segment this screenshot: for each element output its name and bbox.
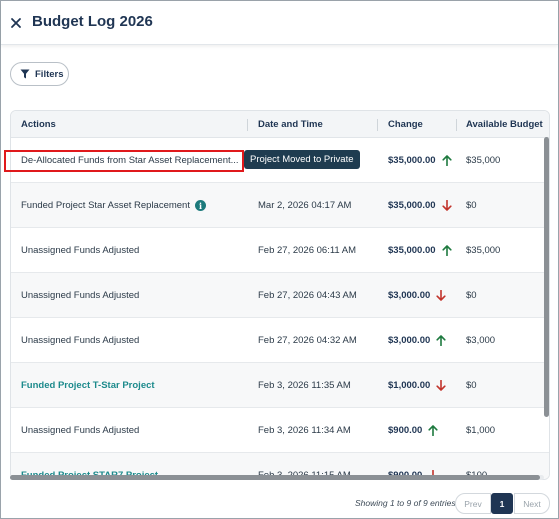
date-cell: Feb 3, 2026 11:35 AM xyxy=(258,380,351,391)
date-cell: Feb 27, 2026 06:11 AM xyxy=(258,245,357,256)
date-cell: Feb 27, 2026 04:32 AM xyxy=(258,335,357,346)
date-cell: Feb 3, 2026 11:15 AM xyxy=(258,453,351,479)
table-header: Actions Date and Time Change Available B… xyxy=(11,111,549,138)
change-cell: $3,000.00 xyxy=(388,318,446,363)
change-amount: $900.00 xyxy=(388,470,422,479)
change-amount: $3,000.00 xyxy=(388,335,431,346)
action-text: Funded Project T-Star Project xyxy=(21,380,155,391)
action-cell: Unassigned Funds Adjusted xyxy=(21,228,139,273)
available-budget-cell: $35,000 xyxy=(466,155,501,166)
available-budget-cell: $0 xyxy=(466,380,477,391)
date-cell: Feb 3, 2026 11:34 AM xyxy=(258,425,351,436)
date-cell: Feb 27, 2026 04:43 AM xyxy=(258,290,357,301)
table-row[interactable]: Unassigned Funds Adjusted Feb 27, 2026 0… xyxy=(11,318,549,363)
next-page-button[interactable]: Next xyxy=(514,493,550,514)
available-budget-cell: $0 xyxy=(466,200,477,211)
arrow-down-icon xyxy=(436,290,446,301)
table-row[interactable]: Funded Project STAR7 Project Feb 3, 2026… xyxy=(11,453,549,479)
action-cell[interactable]: Funded Project T-Star Project xyxy=(21,363,155,408)
table-row[interactable]: Unassigned Funds Adjusted Feb 3, 2026 11… xyxy=(11,408,549,453)
column-divider xyxy=(377,119,378,131)
column-divider xyxy=(456,119,457,131)
arrow-up-icon xyxy=(428,425,438,436)
filters-button[interactable]: Filters xyxy=(10,62,69,86)
arrow-up-icon xyxy=(441,155,452,166)
action-cell: Unassigned Funds Adjusted xyxy=(21,318,139,363)
arrow-up-icon xyxy=(436,335,446,346)
change-amount: $900.00 xyxy=(388,425,423,436)
entries-info: Showing 1 to 9 of 9 entries xyxy=(355,498,456,508)
action-cell: Funded Project Star Asset Replacement i xyxy=(21,183,206,228)
table-row[interactable]: Unassigned Funds Adjusted Feb 27, 2026 0… xyxy=(11,273,549,318)
change-amount: $35,000.00 xyxy=(388,245,436,256)
change-amount: $3,000.00 xyxy=(388,290,431,301)
column-header-date[interactable]: Date and Time xyxy=(258,119,323,130)
column-header-change[interactable]: Change xyxy=(388,119,423,130)
action-text: Unassigned Funds Adjusted xyxy=(21,335,140,346)
change-cell: $35,000.00 xyxy=(388,138,452,183)
filters-label: Filters xyxy=(35,68,64,80)
table-row[interactable]: Unassigned Funds Adjusted Feb 27, 2026 0… xyxy=(11,228,549,273)
change-cell: $35,000.00 xyxy=(388,228,452,273)
available-budget-cell: $35,000 xyxy=(466,245,501,256)
highlight-box xyxy=(4,150,244,172)
tooltip: Project Moved to Private xyxy=(244,150,360,169)
table-row[interactable]: Funded Project Star Asset Replacement i M… xyxy=(11,183,549,228)
action-cell[interactable]: Funded Project STAR7 Project xyxy=(21,453,158,479)
action-text: De-Allocated Funds from Star Asset Repla… xyxy=(21,155,239,166)
info-icon[interactable]: i xyxy=(194,200,206,211)
arrow-up-icon xyxy=(441,245,452,256)
change-cell: $1,000.00 xyxy=(388,363,446,408)
page-1-button[interactable]: 1 xyxy=(491,493,513,514)
date-cell: Mar 2, 2026 04:17 AM xyxy=(258,200,352,211)
available-budget-cell: $1,000 xyxy=(466,425,496,436)
change-cell: $35,000.00 xyxy=(388,183,452,228)
close-icon[interactable] xyxy=(10,16,22,28)
available-budget-cell: $3,000 xyxy=(466,335,496,346)
budget-log-table: Actions Date and Time Change Available B… xyxy=(10,110,550,480)
change-amount: $1,000.00 xyxy=(388,380,431,391)
column-header-actions[interactable]: Actions xyxy=(21,119,56,130)
action-cell: Unassigned Funds Adjusted xyxy=(21,273,139,318)
dialog-header: Budget Log 2026 xyxy=(1,1,558,45)
arrow-down-icon xyxy=(441,200,452,211)
change-amount: $35,000.00 xyxy=(388,200,436,211)
action-text: Unassigned Funds Adjusted xyxy=(21,290,140,301)
column-header-available-budget[interactable]: Available Budget xyxy=(466,119,543,130)
arrow-down-icon xyxy=(436,380,446,391)
change-amount: $35,000.00 xyxy=(388,155,436,166)
action-cell: Unassigned Funds Adjusted xyxy=(21,408,139,453)
action-text: Unassigned Funds Adjusted xyxy=(21,245,140,256)
change-cell: $3,000.00 xyxy=(388,273,446,318)
horizontal-scrollbar-thumb[interactable] xyxy=(10,475,540,480)
available-budget-cell: $0 xyxy=(466,290,477,301)
action-text: Unassigned Funds Adjusted xyxy=(21,425,140,436)
action-text: Funded Project Star Asset Replacement xyxy=(21,200,190,211)
column-divider xyxy=(247,119,248,131)
horizontal-scrollbar[interactable] xyxy=(10,475,544,480)
table-row[interactable]: Funded Project T-Star Project Feb 3, 202… xyxy=(11,363,549,408)
prev-page-button[interactable]: Prev xyxy=(455,493,491,514)
vertical-scrollbar[interactable] xyxy=(544,137,549,417)
available-budget-cell: $100 xyxy=(466,453,487,479)
change-cell: $900.00 xyxy=(388,408,438,453)
page-title: Budget Log 2026 xyxy=(32,13,153,30)
funnel-icon xyxy=(20,69,30,79)
